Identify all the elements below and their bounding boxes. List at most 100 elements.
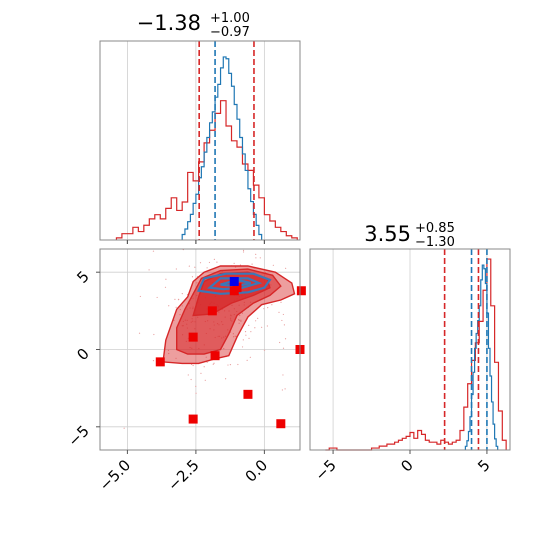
joint-sample-dot: [175, 268, 177, 270]
joint-sample-dot: [233, 262, 235, 264]
joint-blue-marker: [229, 276, 239, 286]
joint-sample-dot: [245, 334, 247, 336]
joint-sample-dot: [239, 314, 241, 317]
marginal-x-frame: [99, 40, 301, 241]
joint-sample-dot: [174, 298, 176, 300]
joint-sample-dot: [282, 374, 284, 376]
joint-red-marker: [207, 306, 217, 316]
joint-sample-dot: [227, 364, 229, 366]
joint-sample-dot: [241, 312, 244, 314]
marginal-y-tick-label: −5: [312, 456, 340, 484]
joint-sample-dot: [232, 333, 234, 335]
joint-sample-dot: [204, 379, 206, 381]
joint-sample-dot: [261, 326, 263, 328]
joint-sample-dot: [196, 282, 198, 284]
joint-sample-dot: [200, 372, 202, 374]
joint-sample-dot: [266, 325, 268, 327]
joint-sample-dot: [173, 319, 175, 321]
joint-sample-dot: [278, 311, 280, 313]
marginal-y-tick-label: 5: [474, 456, 493, 475]
joint-sample-dot: [281, 319, 283, 322]
joint-sample-dot: [255, 257, 257, 259]
joint-sample-dot: [213, 362, 215, 364]
joint-sample-dot: [242, 251, 245, 253]
joint-sample-dot: [179, 308, 181, 311]
joint-sample-dot: [283, 324, 285, 326]
joint-sample-dot: [187, 374, 189, 376]
joint-sample-dot: [255, 253, 257, 256]
joint-sample-dot: [282, 313, 284, 316]
joint-red-marker: [229, 286, 239, 296]
marginal-x-title-minus: −0.97: [210, 25, 250, 40]
joint-sample-dot: [175, 357, 177, 359]
marginal-x-panel: −1.38 +1.00 −0.97: [99, 11, 301, 244]
joint-sample-dot: [216, 261, 218, 263]
joint-red-marker: [243, 389, 253, 399]
joint-sample-dot: [244, 331, 247, 333]
joint-blue-contour: [196, 272, 272, 295]
joint-sample-dot: [280, 301, 282, 303]
joint-sample-dot: [279, 341, 281, 344]
joint-sample-dot: [205, 356, 207, 358]
joint-sample-dot: [225, 378, 227, 380]
joint-tick-label-x: −2.5: [164, 456, 202, 494]
joint-sample-dot: [179, 314, 181, 316]
marginal-x-hist-series-1: [181, 56, 263, 240]
joint-sample-dot: [152, 250, 155, 252]
joint-sample-dot: [257, 317, 259, 319]
joint-sample-dot: [246, 359, 248, 361]
joint-sample-dot: [123, 427, 125, 429]
joint-sample-dot: [175, 306, 177, 308]
joint-sample-dot: [251, 263, 253, 265]
joint-sample-dot: [240, 319, 242, 321]
joint-sample-dot: [234, 266, 237, 268]
joint-sample-dot: [240, 320, 242, 322]
joint-sample-dot: [234, 335, 236, 337]
joint-sample-dot: [199, 262, 202, 264]
marginal-y-tick-label: 0: [397, 456, 416, 475]
joint-sample-dot: [195, 385, 197, 388]
joint-red-marker: [276, 419, 286, 429]
joint-sample-dot: [271, 304, 273, 306]
joint-sample-dot: [248, 324, 250, 326]
joint-sample-dot: [165, 278, 167, 280]
joint-red-marker: [296, 286, 306, 296]
joint-sample-dot: [223, 348, 225, 350]
joint-sample-dot: [238, 318, 240, 321]
joint-tick-label-x: 0.0: [242, 456, 272, 486]
joint-tick-label-y: 0: [73, 345, 92, 364]
joint-sample-dot: [267, 307, 269, 309]
marginal-x-hist-series-0: [115, 100, 298, 240]
joint-sample-dot: [239, 264, 242, 266]
joint-sample-dot: [250, 331, 252, 333]
joint-sample-dot: [152, 359, 155, 362]
joint-tick-label-y: 5: [73, 267, 92, 286]
joint-sample-dot: [181, 305, 183, 307]
joint-sample-dot: [181, 293, 183, 295]
joint-tick-label-y: −5: [64, 422, 92, 450]
marginal-x-title-value: −1.38: [137, 11, 201, 35]
joint-sample-dot: [191, 276, 194, 278]
joint-sample-dot: [188, 265, 190, 267]
joint-sample-dot: [263, 308, 265, 310]
joint-sample-dot: [194, 266, 196, 268]
marginal-y-title-value: 3.55: [364, 222, 411, 246]
joint-sample-dot: [272, 264, 274, 266]
joint-sample-dot: [237, 363, 239, 366]
joint-sample-dot: [249, 356, 251, 358]
joint-sample-dot: [177, 299, 180, 301]
joint-red-marker: [188, 414, 198, 424]
joint-sample-dot: [281, 389, 284, 391]
joint-sample-dot: [241, 346, 244, 348]
marginal-y-hist-series-1: [464, 264, 499, 450]
joint-sample-dot: [203, 366, 205, 368]
joint-sample-dot: [284, 338, 287, 340]
joint-sample-dot: [248, 337, 250, 339]
joint-sample-dot: [284, 388, 286, 390]
joint-sample-dot: [168, 352, 170, 355]
joint-sample-dot: [229, 364, 232, 366]
joint-sample-dot: [195, 392, 197, 394]
joint-blue-contour: [206, 277, 263, 291]
joint-sample-dot: [164, 286, 167, 288]
